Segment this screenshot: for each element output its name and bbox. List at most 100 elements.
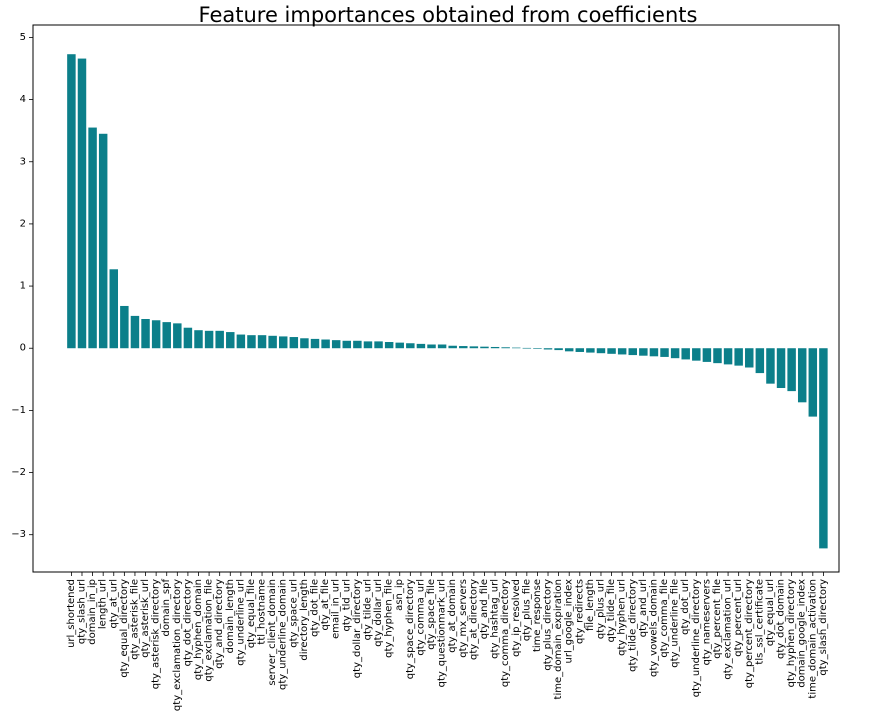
bar-time_response	[533, 348, 542, 349]
x-tick-label: qty_hyphen_directory	[786, 579, 797, 687]
bar-qty_exclamation_directory	[173, 323, 182, 349]
x-tick-label: qty_vowels_domain	[648, 579, 659, 677]
x-tick-label: qty_redirects	[574, 579, 585, 644]
bar-qty_and_url	[639, 348, 648, 356]
bar-qty_percent_file	[713, 348, 722, 364]
bar-qty_questionmark_url	[437, 344, 447, 349]
x-tick-label: qty_tilde_url	[362, 579, 373, 640]
y-tick-label: 2	[20, 218, 26, 229]
x-axis: url_shortened qty_slash_url domain_in_ip le…	[66, 572, 829, 711]
bar-qty_underline_file	[670, 348, 680, 359]
bar-time_domain_activation	[808, 348, 818, 417]
x-tick-label: qty_underline_domain	[278, 579, 289, 690]
x-tick-label: qty_space_file	[426, 579, 437, 650]
bar-domain_google_index	[797, 348, 807, 403]
x-tick-label: qty_at_url	[108, 579, 119, 628]
x-tick-label: qty_at_domain	[447, 579, 458, 653]
bar-qty_slash_directory	[819, 348, 828, 549]
bar-qty_dot_url	[681, 348, 690, 360]
x-tick-label: qty_exclamation_file	[204, 579, 215, 682]
x-tick-label: qty_dot_domain	[776, 579, 787, 659]
bar-qty_asterisk_url	[141, 319, 150, 349]
x-tick-label: qty_exclamation_url	[723, 579, 734, 680]
bar-domain_spf	[162, 322, 171, 349]
bar-qty_underline_domain	[278, 336, 288, 349]
x-tick-label: qty_questionmark_url	[437, 579, 448, 687]
y-tick-label: 4	[20, 94, 26, 105]
x-tick-label: qty_plus_url	[595, 579, 606, 639]
x-tick-label: qty_asterisk_file	[129, 579, 140, 660]
x-tick-label: qty_dollar_directory	[352, 579, 363, 678]
x-tick-label: domain_google_index	[797, 579, 808, 688]
x-tick-label: qty_and_url	[638, 579, 649, 637]
x-tick-label: server_client_domain	[267, 579, 278, 686]
x-tick-label: qty_asterisk_url	[140, 579, 151, 658]
bar-qty_equal_url	[766, 348, 775, 384]
x-tick-label: qty_percent_url	[733, 579, 744, 657]
bar-qty_hashtag_url	[490, 346, 500, 349]
x-tick-label: url_shortened	[66, 579, 77, 648]
y-tick-label: 5	[20, 32, 26, 43]
x-tick-label: domain_length	[225, 579, 236, 653]
x-tick-label: asn_ip	[394, 579, 405, 611]
x-tick-label: qty_equal_file	[246, 579, 257, 648]
x-tick-label: qty_underline_url	[235, 579, 246, 666]
x-tick-label: qty_hyphen_file	[384, 579, 395, 658]
bar-domain_length	[226, 332, 235, 349]
bar-qty_dollar_directory	[353, 340, 362, 349]
y-axis: 5 4 3 2 1 0 −1 −2 −3	[11, 32, 33, 540]
x-tick-label: qty_comma_directory	[500, 579, 511, 687]
bar-qty_hyphen_url	[617, 348, 627, 355]
bar-qty_underline_url	[236, 334, 246, 349]
bar-qty_tilde_url	[363, 341, 373, 349]
x-tick-label: ttl_hostname	[257, 579, 268, 645]
x-tick-label: qty_comma_file	[659, 579, 670, 658]
bar-qty_slash_url	[77, 58, 87, 349]
y-tick-label: 1	[20, 281, 26, 292]
x-tick-label: directory_length	[299, 579, 310, 661]
bar-qty_ip_resolved	[512, 347, 521, 349]
x-tick-label: qty_and_directory	[214, 579, 225, 669]
x-tick-label: qty_space_url	[288, 579, 299, 648]
bar-qty_at_directory	[469, 346, 479, 349]
bar-qty_hyphen_file	[384, 342, 394, 349]
bar-qty_and_directory	[215, 330, 224, 349]
bar-server_client_domain	[268, 335, 277, 349]
x-tick-label: email_in_url	[331, 579, 342, 639]
x-tick-label: domain_in_ip	[87, 579, 98, 645]
bar-qty_tilde_directory	[628, 348, 637, 356]
x-tick-label: qty_dot_url	[680, 579, 691, 635]
bar-qty_dot_file	[310, 338, 320, 349]
x-tick-label: time_domain_activation	[807, 579, 818, 699]
y-tick-label: −3	[11, 529, 26, 540]
x-tick-label: domain_spf	[161, 579, 172, 637]
x-tick-label: qty_percent_file	[712, 579, 723, 659]
x-tick-label: qty_equal_url	[765, 579, 776, 646]
x-tick-label: qty_at_file	[320, 579, 331, 630]
x-tick-label: time_domain_expiration	[553, 579, 564, 699]
bar-domain_in_ip	[88, 127, 97, 349]
x-tick-label: qty_tilde_file	[606, 579, 617, 642]
y-tick-label: −2	[11, 467, 26, 478]
bar-tls_ssl_certificate	[755, 348, 765, 374]
bar-qty_underline_directory	[692, 348, 701, 361]
x-tick-label: qty_plus_directory	[543, 579, 554, 671]
chart-title: Feature importances obtained from coeffi…	[199, 3, 698, 27]
bar-qty_comma_directory	[501, 347, 510, 349]
bar-url_shortened	[67, 54, 76, 349]
bar-qty_nameservers	[702, 348, 712, 362]
bar-qty_space_file	[427, 344, 436, 349]
bar-qty_dot_domain	[776, 348, 786, 389]
bar-directory_length	[300, 338, 309, 349]
bar-url_google_index	[564, 348, 574, 352]
bar-qty_at_domain	[448, 345, 457, 349]
x-tick-label: qty_and_file	[479, 579, 490, 639]
bar-qty_asterisk_file	[130, 315, 140, 349]
x-tick-label: qty_equal_directory	[119, 579, 130, 678]
bar-qty_percent_directory	[745, 348, 754, 368]
x-tick-label: file_length	[585, 579, 596, 631]
bar-qty_comma_url	[416, 343, 426, 349]
bar-qty_dollar_url	[374, 341, 383, 349]
